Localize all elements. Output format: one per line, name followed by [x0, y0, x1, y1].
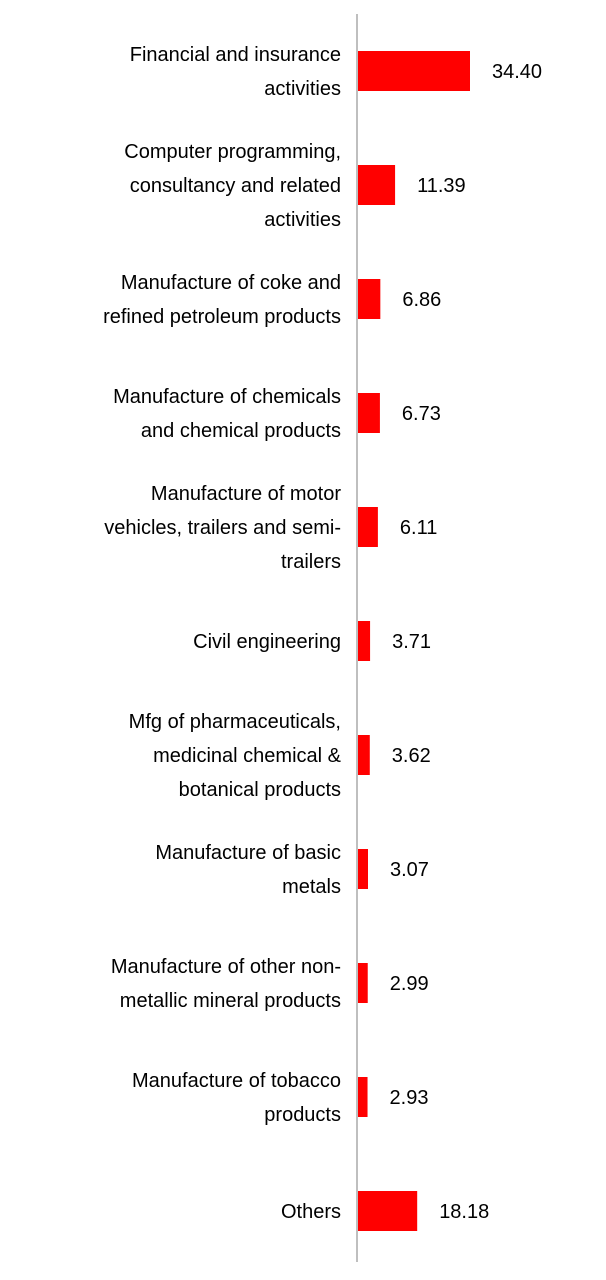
category-label-4: Manufacture of chemicals and chemical pro… — [113, 386, 341, 442]
bar-2 — [358, 165, 396, 205]
category-label-line: refined petroleum products — [103, 306, 341, 328]
value-label-1: 34.40 — [492, 61, 542, 83]
value-label-4: 6.73 — [402, 403, 441, 425]
bar-3 — [358, 279, 381, 319]
bar-4 — [358, 393, 380, 433]
bar-9 — [358, 963, 368, 1003]
category-label-line: Manufacture of other non- — [111, 956, 341, 978]
bar-7 — [358, 735, 370, 775]
category-label-7: Mfg of pharmaceuticals, medicinal chemica… — [129, 711, 342, 801]
bar-5 — [358, 507, 378, 547]
category-label-line: Manufacture of motor — [151, 483, 341, 505]
category-label-line: Manufacture of coke and — [121, 272, 341, 294]
category-label-line: Manufacture of chemicals — [113, 386, 341, 408]
value-label-2: 11.39 — [417, 175, 466, 197]
category-label-line: and chemical products — [141, 420, 341, 442]
bar-10 — [358, 1077, 368, 1117]
value-label-7: 3.62 — [392, 745, 431, 767]
category-label-line: trailers — [281, 551, 341, 573]
value-label-9: 2.99 — [390, 973, 429, 995]
value-label-8: 3.07 — [390, 859, 429, 881]
category-label-8: Manufacture of basic metals — [155, 842, 341, 898]
category-label-11: Others — [281, 1201, 341, 1223]
category-label-6: Civil engineering — [193, 631, 341, 653]
category-label-line: medicinal chemical & — [153, 745, 342, 767]
category-label-9: Manufacture of other non-metallic minera… — [111, 956, 341, 1012]
category-label-line: Manufacture of basic — [155, 842, 341, 864]
value-labels-group: 34.40 11.39 6.86 6.73 6.11 3.71 3.62 3.07 2.99 2.… — [390, 61, 543, 1223]
value-label-10: 2.93 — [390, 1087, 429, 1109]
category-label-line: vehicles, trailers and semi- — [104, 517, 341, 539]
bar-11 — [358, 1191, 418, 1231]
category-label-line: botanical products — [179, 779, 341, 801]
value-label-11: 18.18 — [439, 1201, 489, 1223]
category-label-line: metallic mineral products — [120, 990, 341, 1012]
category-label-line: metals — [282, 876, 341, 898]
bar-6 — [358, 621, 371, 661]
bar-1 — [358, 51, 470, 91]
category-label-line: Manufacture of tobacco — [132, 1070, 341, 1092]
category-label-line: products — [264, 1104, 341, 1126]
value-label-6: 3.71 — [392, 631, 431, 653]
value-label-5: 6.11 — [400, 517, 437, 539]
category-label-line: consultancy and related — [130, 175, 341, 197]
category-label-line: Financial and insurance — [130, 44, 341, 66]
bars-group — [358, 51, 470, 1231]
category-label-line: Civil engineering — [193, 631, 341, 653]
category-labels-group: Financial and insurance activitiesCompute… — [103, 44, 342, 1223]
category-label-line: Computer programming, — [124, 141, 341, 163]
category-label-10: Manufacture of tobacco products — [132, 1070, 341, 1126]
bar-8 — [358, 849, 368, 889]
category-label-line: activities — [264, 78, 341, 100]
category-label-2: Computer programming, consultancy and rel… — [124, 141, 341, 231]
value-label-3: 6.86 — [402, 289, 441, 311]
category-label-line: Mfg of pharmaceuticals, — [129, 711, 341, 733]
category-label-1: Financial and insurance activities — [130, 44, 341, 100]
category-label-5: Manufacture of motor vehicles, trailers a… — [104, 483, 341, 573]
category-label-line: Others — [281, 1201, 341, 1223]
category-label-line: activities — [264, 209, 341, 231]
category-label-3: Manufacture of coke and refined petroleum… — [103, 272, 341, 328]
